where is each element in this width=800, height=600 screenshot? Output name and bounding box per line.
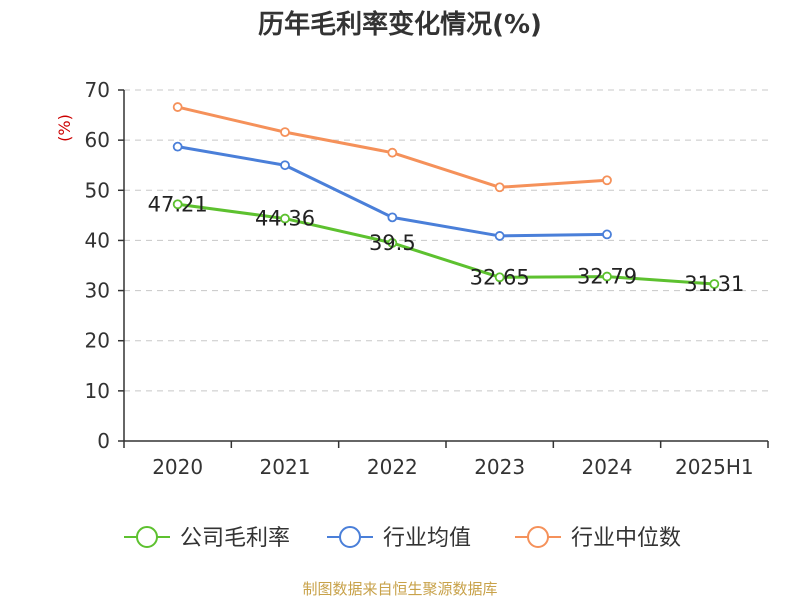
- data-point: [172, 102, 183, 112]
- x-tick-label: 2020: [152, 455, 203, 479]
- data-label: 44.36: [255, 207, 315, 231]
- legend-label: 行业均值: [383, 526, 471, 551]
- data-label: 31.31: [684, 272, 744, 296]
- data-point: [494, 272, 505, 283]
- legend-label: 行业中位数: [571, 526, 681, 551]
- legend-label: 公司毛利率: [180, 526, 290, 551]
- x-tick-label: 2021: [260, 455, 311, 479]
- x-tick-label: 2023: [474, 455, 525, 479]
- data-point: [709, 279, 720, 289]
- legend-marker: [339, 526, 361, 548]
- data-point: [387, 238, 398, 248]
- x-tick-labels: 2020 2021 2022 2023 2024 2025H1: [152, 455, 753, 479]
- data-label: 39.5: [369, 231, 416, 255]
- data-point: [387, 212, 398, 223]
- data-labels: 47.21 44.36 39.5 32.65 32.79 31.31: [148, 192, 745, 296]
- y-tick-label: 10: [85, 379, 110, 403]
- chart-title: 历年毛利率变化情况(%): [258, 10, 542, 40]
- series-lines: [172, 102, 720, 289]
- data-label: 47.21: [148, 192, 208, 216]
- axes: [123, 90, 768, 442]
- y-tick-label: 30: [85, 279, 110, 303]
- data-point: [280, 160, 290, 171]
- x-tick-label: 2025H1: [675, 455, 754, 479]
- y-tick-label: 0: [97, 429, 110, 453]
- series-line: [177, 145, 608, 238]
- data-point: [602, 229, 612, 240]
- gridlines: [118, 89, 769, 448]
- legend-marker: [136, 526, 158, 548]
- data-point: [602, 271, 612, 282]
- data-point: [494, 182, 505, 193]
- data-point: [172, 199, 183, 210]
- y-tick-label: 70: [85, 78, 110, 102]
- series-line: [177, 202, 715, 286]
- data-label: 32.65: [470, 265, 530, 289]
- y-tick-label: 40: [85, 228, 110, 252]
- series-line: [177, 105, 608, 189]
- y-tick-label: 20: [85, 329, 110, 353]
- data-point: [172, 141, 183, 152]
- x-tick-label: 2024: [582, 455, 633, 479]
- data-label: 32.79: [577, 265, 637, 289]
- data-point: [494, 231, 505, 241]
- y-tick-label: 60: [85, 128, 110, 152]
- data-point: [280, 213, 290, 224]
- y-axis-unit-label: (%): [55, 114, 74, 142]
- x-tick-label: 2022: [367, 455, 418, 479]
- data-point: [602, 175, 612, 186]
- source-note: 制图数据来自恒生聚源数据库: [302, 580, 498, 598]
- data-point: [387, 147, 398, 158]
- legend: 公司毛利率 行业均值 行业中位数: [124, 526, 681, 551]
- data-point: [280, 127, 290, 138]
- y-tick-labels: 0 10 20 30 40 50 60 70: [85, 78, 110, 453]
- legend-marker: [527, 526, 549, 548]
- y-tick-label: 50: [85, 178, 110, 202]
